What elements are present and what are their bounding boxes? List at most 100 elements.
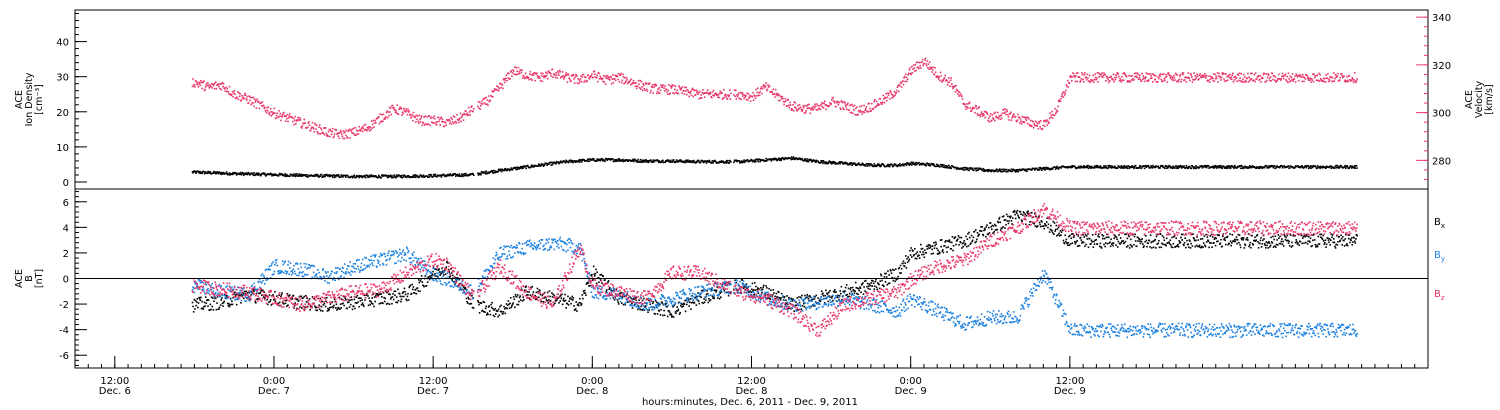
bx-series-point xyxy=(481,309,484,312)
velocity-series-point xyxy=(788,104,790,107)
density-series-point xyxy=(651,160,654,163)
velocity-series-point xyxy=(557,72,560,75)
velocity-series-point xyxy=(876,104,878,107)
velocity-series-point xyxy=(352,127,355,130)
velocity-series-point xyxy=(1128,74,1130,77)
velocity-series-point xyxy=(284,115,286,117)
bx-series-point xyxy=(220,299,222,301)
density-series-point xyxy=(675,160,677,163)
bx-series-point xyxy=(524,289,526,291)
density-series-point xyxy=(551,161,553,164)
bx-series-point xyxy=(329,306,331,309)
density-series-point xyxy=(1193,166,1196,169)
density-series-point xyxy=(852,163,855,165)
bx-series-point xyxy=(563,300,566,302)
velocity-series-point xyxy=(1248,79,1251,82)
velocity-series-point xyxy=(909,67,911,69)
velocity-series-point xyxy=(938,76,941,78)
magnetic-points xyxy=(191,203,1358,339)
velocity-series-point xyxy=(721,92,723,94)
density-series-point xyxy=(715,161,717,163)
velocity-series-point xyxy=(221,81,224,84)
velocity-series-point xyxy=(717,94,720,96)
velocity-series-point xyxy=(837,100,839,103)
velocity-series-point xyxy=(1185,81,1188,83)
velocity-series-point xyxy=(1079,81,1081,83)
velocity-series-point xyxy=(549,72,551,74)
bx-series-point xyxy=(305,301,308,303)
bx-series-point xyxy=(213,300,215,302)
bx-series-point xyxy=(705,293,708,296)
velocity-series-point xyxy=(723,96,726,99)
density-series-point xyxy=(770,160,773,162)
velocity-series-point xyxy=(1061,93,1063,96)
bx-series-point xyxy=(559,300,561,302)
density-series-point xyxy=(216,171,219,173)
velocity-series-point xyxy=(859,109,862,112)
density-series-point xyxy=(203,170,205,173)
density-series-point xyxy=(965,167,968,169)
velocity-series-point xyxy=(1187,72,1189,74)
velocity-series-point xyxy=(1108,81,1110,84)
velocity-series-point xyxy=(1010,111,1012,114)
density-series-point xyxy=(983,169,986,171)
bx-series-point xyxy=(388,303,391,305)
density-series-point xyxy=(418,176,421,178)
bx-series-point xyxy=(429,275,431,277)
bx-series-point xyxy=(246,292,249,294)
density-series-point xyxy=(754,161,756,163)
bx-series-point xyxy=(696,295,698,298)
velocity-series-point xyxy=(1063,91,1065,93)
density-series-point xyxy=(1166,165,1169,168)
velocity-series-point xyxy=(506,72,509,75)
velocity-series-point xyxy=(287,120,289,123)
bx-series-point xyxy=(227,304,230,307)
density-series-point xyxy=(1054,168,1057,170)
velocity-series-point xyxy=(942,79,945,81)
velocity-series-point xyxy=(1336,75,1339,78)
velocity-series-point xyxy=(1142,75,1145,77)
velocity-series-point xyxy=(233,90,236,92)
velocity-series-point xyxy=(1323,80,1326,83)
velocity-series-point xyxy=(774,96,776,98)
bx-series-point xyxy=(525,285,527,288)
density-series-point xyxy=(499,169,502,172)
velocity-series-point xyxy=(355,134,357,137)
velocity-series-point xyxy=(215,81,217,84)
bx-series-point xyxy=(422,284,425,287)
density-series-point xyxy=(640,158,642,161)
velocity-series-point xyxy=(890,93,893,96)
velocity-series-point xyxy=(323,133,326,136)
bx-series-point xyxy=(767,294,769,296)
density-series-point xyxy=(546,164,548,166)
velocity-series-point xyxy=(687,91,690,93)
velocity-series-point xyxy=(533,72,536,74)
bx-series-point xyxy=(468,298,470,300)
velocity-series-point xyxy=(1310,78,1313,80)
density-series-point xyxy=(1187,167,1189,169)
velocity-series-point xyxy=(1137,78,1140,80)
density-series-point xyxy=(792,158,794,160)
velocity-series-point xyxy=(953,86,955,88)
velocity-series-point xyxy=(463,113,466,116)
velocity-series-point xyxy=(905,76,908,79)
velocity-series-point xyxy=(930,66,933,69)
velocity-series-point xyxy=(1039,120,1042,122)
velocity-series-point xyxy=(943,77,946,79)
velocity-series-point xyxy=(1245,81,1247,83)
bx-series-point xyxy=(207,299,210,301)
velocity-series-point xyxy=(813,105,815,108)
bx-series-point xyxy=(791,298,793,300)
bx-series-point xyxy=(700,289,703,292)
density-series-point xyxy=(301,173,303,176)
velocity-series-point xyxy=(514,66,516,68)
bx-series-point xyxy=(228,303,230,305)
density-series-point xyxy=(1273,165,1276,167)
bx-series-point xyxy=(496,310,499,312)
velocity-series-point xyxy=(495,88,498,91)
density-series-point xyxy=(1351,165,1354,168)
velocity-series-point xyxy=(577,82,580,85)
bx-series-point xyxy=(462,286,465,288)
velocity-series-point xyxy=(1007,114,1009,116)
velocity-series-point xyxy=(595,77,598,79)
